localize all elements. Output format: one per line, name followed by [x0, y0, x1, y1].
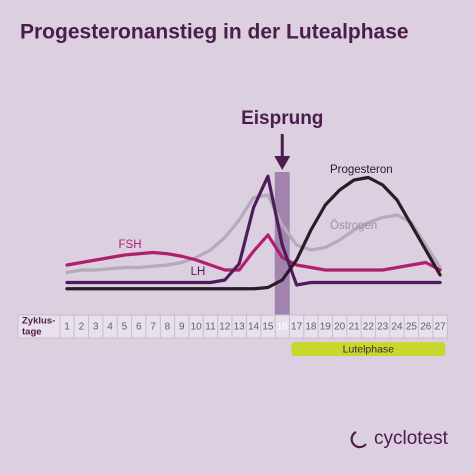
series-label: FSH	[119, 239, 142, 251]
x-tick-label: 21	[348, 322, 360, 333]
x-tick-label: 19	[320, 322, 332, 333]
x-tick-label: 24	[391, 322, 403, 333]
x-tick-label: 22	[363, 322, 375, 333]
series-label: Östrogen	[330, 220, 377, 232]
x-tick-label: 2	[79, 322, 85, 333]
x-tick-label: 1	[64, 322, 70, 333]
series-line	[65, 233, 442, 272]
x-tick-label: 11	[205, 322, 216, 333]
x-tick-label: 5	[122, 322, 128, 333]
x-tick-label: 27	[435, 322, 447, 333]
x-tick-label: 26	[420, 322, 432, 333]
x-tick-label: 8	[165, 322, 171, 333]
x-tick-label: 15	[262, 322, 274, 333]
x-tick-label: 23	[377, 322, 389, 333]
logo-icon	[350, 431, 367, 449]
series-line	[65, 174, 442, 287]
x-tick-label: 13	[234, 322, 246, 333]
x-tick-label: 18	[305, 322, 317, 333]
day-row	[17, 314, 448, 339]
x-axis-label: Zyklus-	[22, 316, 55, 327]
annotation: Eisprung	[241, 108, 323, 129]
logo: cyclotest	[350, 428, 449, 449]
x-tick-label: 6	[136, 322, 142, 333]
x-tick-label: 7	[150, 322, 156, 333]
series-line	[65, 175, 442, 291]
series-line	[65, 193, 442, 275]
x-tick-label: 20	[334, 322, 346, 333]
series-label: LH	[191, 266, 206, 278]
x-axis-label: tage	[22, 327, 42, 338]
x-tick-label: 3	[93, 322, 99, 333]
x-tick-label: 16	[277, 322, 289, 333]
x-tick-label: 25	[406, 322, 418, 333]
chart-title: Progesteronanstieg in der Lutealphase	[20, 21, 409, 44]
x-tick-label: 10	[191, 322, 203, 333]
logo-text: cyclotest	[374, 428, 449, 449]
phase-bar	[291, 342, 446, 356]
phase-label: Lutelphase	[343, 343, 395, 355]
series-label: Progesteron	[330, 164, 393, 176]
arrow-head	[274, 156, 291, 170]
x-tick-label: 12	[219, 322, 231, 333]
x-tick-label: 14	[248, 322, 260, 333]
x-tick-label: 9	[179, 322, 185, 333]
x-tick-label: 17	[291, 322, 303, 333]
x-tick-label: 4	[107, 322, 113, 333]
